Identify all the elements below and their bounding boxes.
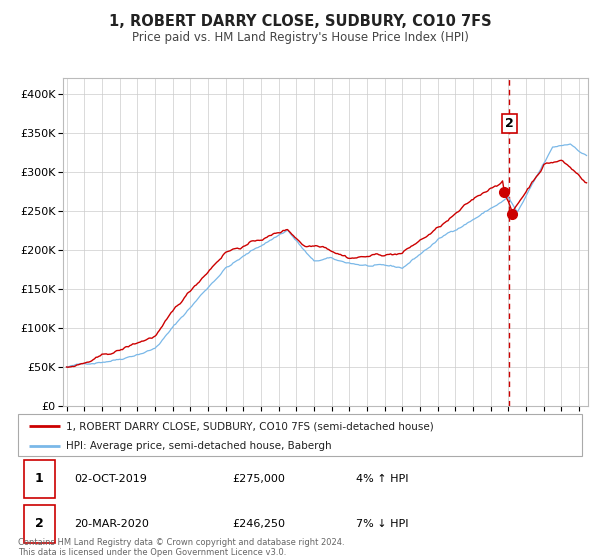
Text: Price paid vs. HM Land Registry's House Price Index (HPI): Price paid vs. HM Land Registry's House … <box>131 31 469 44</box>
Text: 1, ROBERT DARRY CLOSE, SUDBURY, CO10 7FS (semi-detached house): 1, ROBERT DARRY CLOSE, SUDBURY, CO10 7FS… <box>66 421 434 431</box>
Text: 20-MAR-2020: 20-MAR-2020 <box>74 519 149 529</box>
Text: 7% ↓ HPI: 7% ↓ HPI <box>356 519 409 529</box>
Text: 2: 2 <box>35 517 44 530</box>
FancyBboxPatch shape <box>23 460 55 498</box>
FancyBboxPatch shape <box>23 505 55 543</box>
Text: £246,250: £246,250 <box>232 519 286 529</box>
Text: Contains HM Land Registry data © Crown copyright and database right 2024.
This d: Contains HM Land Registry data © Crown c… <box>18 538 344 557</box>
Text: 02-OCT-2019: 02-OCT-2019 <box>74 474 147 484</box>
Text: 4% ↑ HPI: 4% ↑ HPI <box>356 474 409 484</box>
Text: 1: 1 <box>35 473 44 486</box>
Text: 1, ROBERT DARRY CLOSE, SUDBURY, CO10 7FS: 1, ROBERT DARRY CLOSE, SUDBURY, CO10 7FS <box>109 14 491 29</box>
Text: HPI: Average price, semi-detached house, Babergh: HPI: Average price, semi-detached house,… <box>66 441 332 451</box>
Text: 2: 2 <box>505 117 514 130</box>
Text: £275,000: £275,000 <box>232 474 285 484</box>
